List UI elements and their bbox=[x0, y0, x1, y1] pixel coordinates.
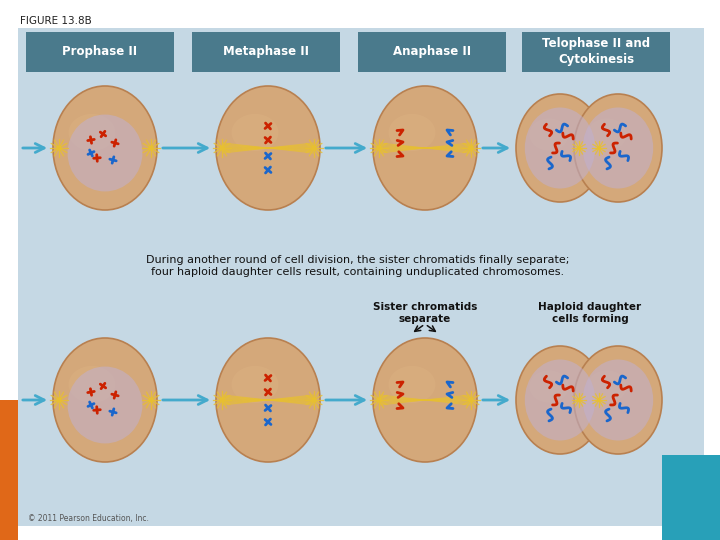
Text: FIGURE 13.8B: FIGURE 13.8B bbox=[20, 16, 91, 26]
Ellipse shape bbox=[56, 145, 62, 151]
Ellipse shape bbox=[525, 107, 595, 188]
FancyBboxPatch shape bbox=[358, 32, 506, 72]
Text: Metaphase II: Metaphase II bbox=[223, 45, 309, 58]
Ellipse shape bbox=[531, 364, 590, 436]
Ellipse shape bbox=[525, 360, 595, 441]
Ellipse shape bbox=[53, 86, 157, 210]
Ellipse shape bbox=[574, 346, 662, 454]
Ellipse shape bbox=[582, 107, 653, 188]
Ellipse shape bbox=[577, 146, 581, 150]
Ellipse shape bbox=[582, 360, 653, 441]
Ellipse shape bbox=[390, 107, 459, 190]
Ellipse shape bbox=[251, 379, 285, 421]
Ellipse shape bbox=[148, 397, 153, 403]
Text: Telophase II and
Cytokinesis: Telophase II and Cytokinesis bbox=[542, 37, 650, 66]
Ellipse shape bbox=[233, 359, 302, 441]
Ellipse shape bbox=[232, 114, 279, 151]
Ellipse shape bbox=[220, 397, 225, 403]
Ellipse shape bbox=[148, 145, 153, 151]
Ellipse shape bbox=[216, 86, 320, 210]
Ellipse shape bbox=[574, 94, 662, 202]
Ellipse shape bbox=[220, 145, 225, 151]
Text: Haploid daughter
cells forming: Haploid daughter cells forming bbox=[539, 302, 642, 323]
Ellipse shape bbox=[251, 127, 285, 168]
Ellipse shape bbox=[216, 86, 320, 210]
Ellipse shape bbox=[53, 338, 157, 462]
Ellipse shape bbox=[53, 86, 157, 210]
FancyBboxPatch shape bbox=[662, 455, 720, 540]
Ellipse shape bbox=[574, 94, 662, 202]
Ellipse shape bbox=[588, 118, 627, 151]
Ellipse shape bbox=[529, 370, 569, 403]
Ellipse shape bbox=[68, 114, 143, 192]
Ellipse shape bbox=[603, 130, 633, 166]
Ellipse shape bbox=[516, 94, 604, 202]
Ellipse shape bbox=[311, 397, 317, 403]
Ellipse shape bbox=[216, 338, 320, 462]
Ellipse shape bbox=[373, 338, 477, 462]
Ellipse shape bbox=[216, 338, 320, 462]
Ellipse shape bbox=[71, 107, 140, 190]
Ellipse shape bbox=[68, 366, 115, 403]
Text: Sister chromatids
separate: Sister chromatids separate bbox=[373, 302, 477, 323]
Ellipse shape bbox=[597, 146, 601, 150]
FancyBboxPatch shape bbox=[0, 400, 18, 540]
Ellipse shape bbox=[389, 114, 436, 151]
Ellipse shape bbox=[53, 338, 157, 462]
Ellipse shape bbox=[574, 346, 662, 454]
Ellipse shape bbox=[389, 366, 436, 403]
Ellipse shape bbox=[311, 145, 317, 151]
Ellipse shape bbox=[529, 118, 569, 151]
Ellipse shape bbox=[377, 145, 382, 151]
Ellipse shape bbox=[232, 366, 279, 403]
FancyBboxPatch shape bbox=[26, 32, 174, 72]
Ellipse shape bbox=[373, 338, 477, 462]
Ellipse shape bbox=[88, 127, 122, 168]
FancyBboxPatch shape bbox=[18, 28, 704, 526]
Text: © 2011 Pearson Education, Inc.: © 2011 Pearson Education, Inc. bbox=[28, 514, 149, 523]
Ellipse shape bbox=[373, 86, 477, 210]
Ellipse shape bbox=[390, 359, 459, 441]
Ellipse shape bbox=[516, 346, 604, 454]
Ellipse shape bbox=[233, 107, 302, 190]
Ellipse shape bbox=[468, 397, 474, 403]
FancyBboxPatch shape bbox=[192, 32, 340, 72]
Ellipse shape bbox=[408, 379, 442, 421]
Ellipse shape bbox=[468, 145, 474, 151]
Ellipse shape bbox=[71, 359, 140, 441]
Text: During another round of cell division, the sister chromatids finally separate;
f: During another round of cell division, t… bbox=[146, 255, 570, 277]
Ellipse shape bbox=[68, 367, 143, 443]
Ellipse shape bbox=[408, 127, 442, 168]
Ellipse shape bbox=[577, 398, 581, 402]
Text: Anaphase II: Anaphase II bbox=[393, 45, 471, 58]
Ellipse shape bbox=[516, 94, 604, 202]
Ellipse shape bbox=[88, 379, 122, 421]
Ellipse shape bbox=[377, 397, 382, 403]
Ellipse shape bbox=[56, 397, 62, 403]
Ellipse shape bbox=[589, 364, 647, 436]
Ellipse shape bbox=[373, 86, 477, 210]
Ellipse shape bbox=[597, 398, 601, 402]
Ellipse shape bbox=[603, 382, 633, 418]
Ellipse shape bbox=[545, 130, 575, 166]
FancyBboxPatch shape bbox=[522, 32, 670, 72]
Ellipse shape bbox=[545, 382, 575, 418]
Ellipse shape bbox=[516, 346, 604, 454]
Text: Prophase II: Prophase II bbox=[63, 45, 138, 58]
Ellipse shape bbox=[589, 112, 647, 184]
Ellipse shape bbox=[588, 370, 627, 403]
Ellipse shape bbox=[68, 114, 115, 151]
Ellipse shape bbox=[531, 112, 590, 184]
